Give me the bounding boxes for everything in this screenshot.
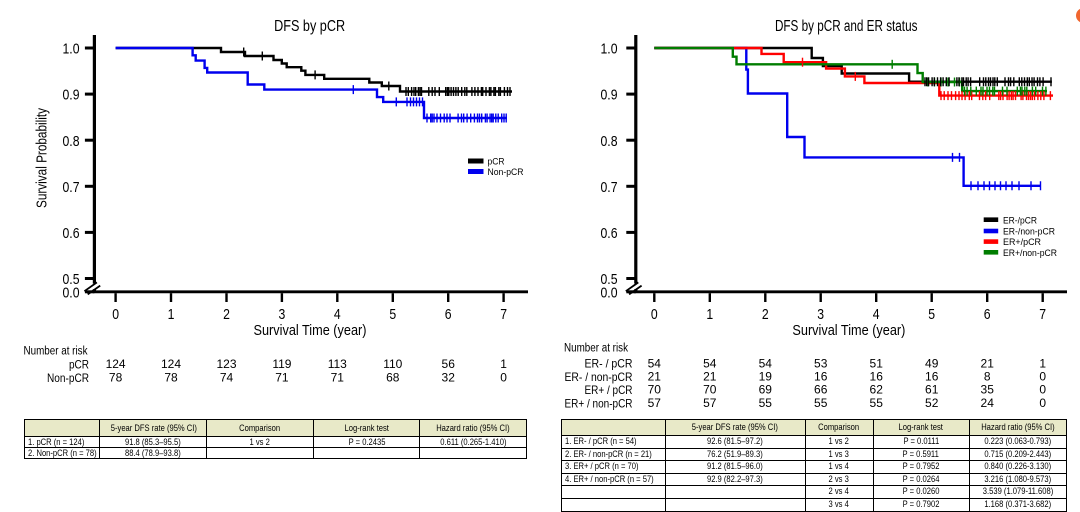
svg-text:61: 61 — [925, 383, 939, 397]
svg-text:78: 78 — [164, 371, 178, 385]
svg-text:ER- / pCR: ER- / pCR — [585, 357, 633, 371]
svg-text:119: 119 — [272, 357, 291, 371]
svg-text:54: 54 — [648, 356, 662, 370]
svg-text:Survival Probability: Survival Probability — [34, 108, 51, 208]
svg-text:3: 3 — [817, 306, 824, 323]
svg-text:pCR: pCR — [488, 157, 505, 168]
svg-text:54: 54 — [703, 356, 717, 370]
svg-text:Number at risk: Number at risk — [564, 343, 628, 355]
svg-text:ER+/pCR: ER+/pCR — [1003, 237, 1041, 248]
svg-text:0: 0 — [1039, 370, 1046, 384]
svg-text:0: 0 — [500, 371, 507, 385]
svg-text:0.8: 0.8 — [601, 133, 618, 150]
svg-text:0.9: 0.9 — [601, 87, 618, 104]
svg-text:3: 3 — [279, 306, 286, 323]
svg-text:7: 7 — [1039, 306, 1046, 323]
svg-text:Survival Time (year): Survival Time (year) — [792, 322, 905, 339]
svg-text:Non-pCR: Non-pCR — [488, 167, 524, 178]
svg-text:ER+ / pCR: ER+ / pCR — [585, 383, 633, 397]
svg-text:51: 51 — [870, 356, 884, 370]
svg-text:pCR: pCR — [69, 358, 89, 372]
svg-text:1.0: 1.0 — [601, 41, 618, 58]
svg-text:71: 71 — [275, 371, 289, 385]
svg-text:0.7: 0.7 — [601, 179, 618, 196]
svg-text:1.0: 1.0 — [63, 41, 80, 58]
svg-text:0.6: 0.6 — [63, 225, 80, 242]
svg-text:49: 49 — [925, 356, 939, 370]
svg-text:0: 0 — [1039, 383, 1046, 397]
svg-text:57: 57 — [648, 396, 662, 410]
svg-text:21: 21 — [981, 356, 995, 370]
svg-text:4: 4 — [873, 306, 880, 323]
svg-text:56: 56 — [442, 357, 456, 371]
svg-text:0.9: 0.9 — [63, 87, 80, 104]
svg-text:ER- / non-pCR: ER- / non-pCR — [565, 370, 633, 384]
svg-text:ER-/non-pCR: ER-/non-pCR — [1003, 227, 1055, 238]
svg-text:0.7: 0.7 — [63, 179, 80, 196]
svg-text:1: 1 — [706, 306, 713, 323]
svg-text:Survival Time (year): Survival Time (year) — [254, 322, 367, 339]
svg-text:0: 0 — [1039, 396, 1046, 410]
svg-text:32: 32 — [442, 371, 456, 385]
svg-text:5: 5 — [389, 306, 396, 323]
svg-text:35: 35 — [981, 383, 995, 397]
svg-text:124: 124 — [161, 357, 181, 371]
svg-text:21: 21 — [648, 370, 662, 384]
svg-text:71: 71 — [331, 371, 345, 385]
svg-text:Number at risk: Number at risk — [24, 346, 88, 358]
svg-text:21: 21 — [703, 370, 717, 384]
svg-text:7: 7 — [500, 306, 507, 323]
svg-text:1: 1 — [168, 306, 175, 323]
svg-text:57: 57 — [703, 396, 717, 410]
svg-text:0.6: 0.6 — [601, 225, 618, 242]
svg-text:ER+/non-pCR: ER+/non-pCR — [1003, 248, 1057, 259]
svg-text:0.0: 0.0 — [63, 284, 80, 301]
svg-text:2: 2 — [762, 306, 769, 323]
svg-text:Non-pCR: Non-pCR — [47, 371, 89, 385]
svg-text:16: 16 — [814, 370, 828, 384]
svg-text:ER-/pCR: ER-/pCR — [1003, 215, 1037, 226]
svg-text:0: 0 — [112, 306, 119, 323]
svg-text:55: 55 — [759, 396, 773, 410]
svg-text:70: 70 — [648, 383, 662, 397]
svg-text:5: 5 — [928, 306, 935, 323]
svg-text:8: 8 — [984, 370, 991, 384]
svg-text:0.0: 0.0 — [601, 284, 618, 301]
svg-text:0.8: 0.8 — [63, 133, 80, 150]
svg-text:0.5: 0.5 — [63, 271, 80, 288]
svg-text:16: 16 — [925, 370, 939, 384]
svg-text:68: 68 — [386, 371, 400, 385]
svg-text:74: 74 — [220, 371, 234, 385]
svg-text:69: 69 — [759, 383, 773, 397]
svg-text:124: 124 — [106, 357, 126, 371]
svg-text:1: 1 — [500, 357, 507, 371]
svg-text:52: 52 — [925, 396, 939, 410]
svg-text:0.5: 0.5 — [601, 271, 618, 288]
svg-text:DFS by pCR and ER status: DFS by pCR and ER status — [775, 18, 918, 35]
svg-text:0: 0 — [651, 306, 658, 323]
svg-text:62: 62 — [870, 383, 884, 397]
svg-text:55: 55 — [870, 396, 884, 410]
svg-text:ER+ / non-pCR: ER+ / non-pCR — [565, 396, 633, 410]
svg-text:66: 66 — [814, 383, 828, 397]
svg-text:6: 6 — [445, 306, 452, 323]
svg-text:19: 19 — [759, 370, 773, 384]
svg-text:2: 2 — [223, 306, 230, 323]
svg-text:123: 123 — [216, 357, 236, 371]
svg-text:6: 6 — [984, 306, 991, 323]
svg-text:4: 4 — [334, 306, 341, 323]
svg-text:1: 1 — [1039, 356, 1046, 370]
svg-text:24: 24 — [981, 396, 995, 410]
svg-text:54: 54 — [759, 356, 773, 370]
svg-text:113: 113 — [328, 357, 347, 371]
svg-text:16: 16 — [870, 370, 884, 384]
svg-text:110: 110 — [383, 357, 402, 371]
svg-text:53: 53 — [814, 356, 828, 370]
svg-text:78: 78 — [109, 371, 123, 385]
svg-text:70: 70 — [703, 383, 717, 397]
svg-text:55: 55 — [814, 396, 828, 410]
svg-text:DFS by pCR: DFS by pCR — [274, 18, 345, 35]
